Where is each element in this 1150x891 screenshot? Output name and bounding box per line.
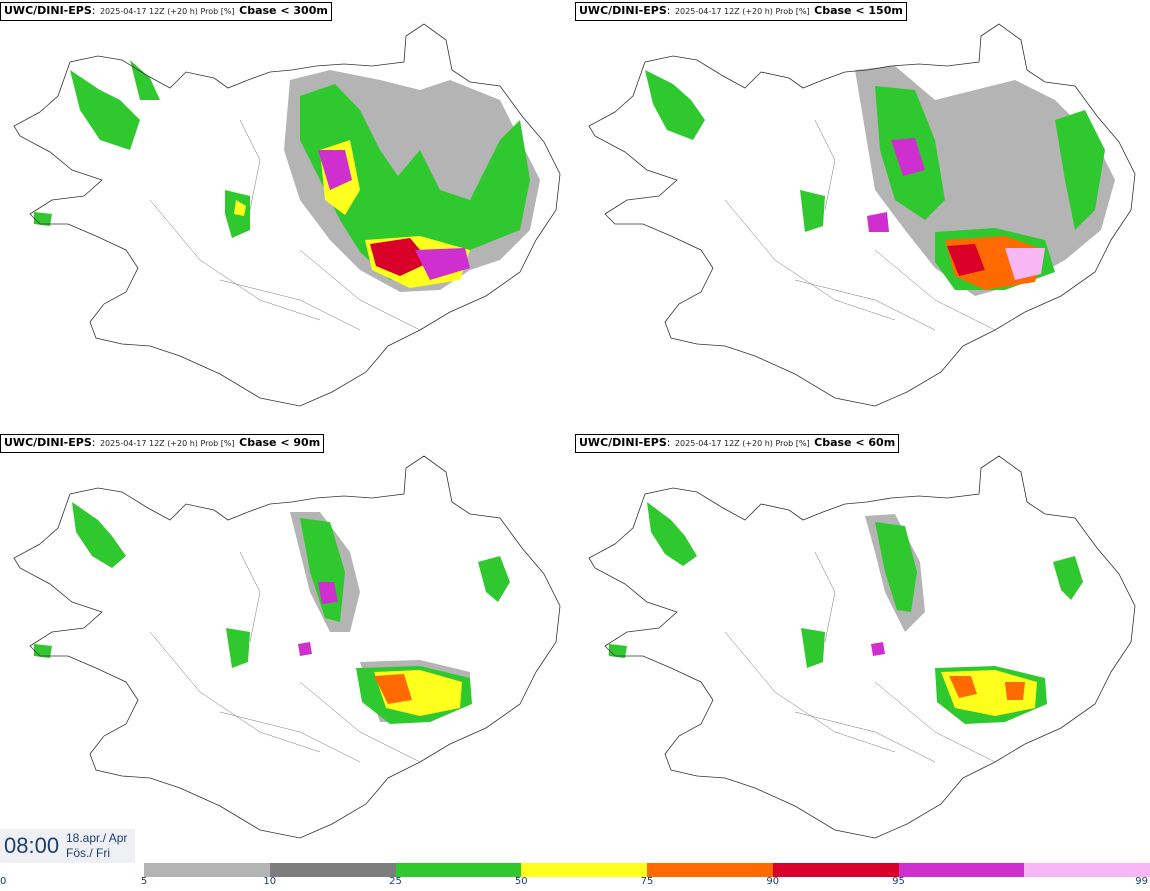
map-panel-300m: UWC/DINI-EPS: 2025-04-17 12Z (+20 h) Pro… [0, 0, 575, 432]
region-boundary [724, 199, 896, 321]
panel-title: UWC/DINI-EPS: 2025-04-17 12Z (+20 h) Pro… [575, 2, 907, 21]
colorbar-segment [647, 863, 773, 877]
probability-area [1005, 248, 1045, 280]
region-boundary [239, 119, 261, 211]
probability-area [370, 238, 430, 276]
region-boundary [219, 279, 361, 331]
iceland-map [588, 455, 1136, 839]
colorbar-segment [395, 863, 522, 877]
region-boundary [149, 631, 321, 753]
colorbar-segment [521, 863, 647, 877]
coastline [13, 23, 561, 407]
colorbar-tick-label: 50 [514, 876, 528, 887]
region-boundary [219, 711, 361, 763]
model-name: UWC/DINI-EPS [579, 4, 667, 17]
map-panel-150m: UWC/DINI-EPS: 2025-04-17 12Z (+20 h) Pro… [575, 0, 1150, 432]
colorbar-segment [269, 863, 396, 877]
run-info: 2025-04-17 12Z (+20 h) Prob [%] [99, 7, 235, 16]
probability-area [949, 676, 1025, 700]
region-boundary [299, 681, 421, 763]
region-boundary [794, 279, 936, 331]
region-boundary [794, 711, 936, 763]
run-info: 2025-04-17 12Z (+20 h) Prob [%] [674, 7, 810, 16]
probability-area [34, 502, 126, 658]
valid-time-box: 08:00 18.apr./ Apr Fös./ Fri [0, 829, 135, 863]
model-name: UWC/DINI-EPS [579, 436, 667, 449]
probability-area [867, 138, 925, 232]
variable-name: Cbase < 300m [239, 4, 328, 17]
variable-name: Cbase < 90m [239, 436, 321, 449]
colorbar-tick-label: 5 [140, 876, 148, 887]
region-boundary [724, 631, 896, 753]
colorbar-segment [772, 863, 899, 877]
probability-area [875, 86, 1105, 290]
probability-area [871, 642, 885, 656]
region-boundary [299, 249, 421, 331]
variable-name: Cbase < 60m [814, 436, 896, 449]
iceland-map [13, 23, 561, 407]
region-boundary [874, 249, 996, 331]
colorbar-ticks: 0 5 10 25 50 75 90 95 99 [0, 876, 1150, 890]
model-name: UWC/DINI-EPS [4, 4, 92, 17]
colorbar-segment [898, 863, 1025, 877]
colorbar-segment [144, 863, 270, 877]
coastline [588, 23, 1136, 407]
probability-area [645, 70, 825, 232]
colorbar-segment [1024, 863, 1150, 877]
panel-title: UWC/DINI-EPS: 2025-04-17 12Z (+20 h) Pro… [0, 434, 325, 453]
coastline [588, 455, 1136, 839]
probability-colorbar [144, 863, 1150, 877]
probability-area [318, 150, 470, 280]
model-name: UWC/DINI-EPS [4, 436, 92, 449]
run-info: 2025-04-17 12Z (+20 h) Prob [%] [99, 439, 235, 448]
region-boundary [874, 681, 996, 763]
coastline [13, 455, 561, 839]
colorbar-tick-label: 75 [640, 876, 654, 887]
probability-area [234, 200, 246, 216]
valid-date: 18.apr./ Apr [66, 831, 128, 845]
probability-area [947, 244, 985, 276]
probability-area [226, 518, 510, 724]
iceland-map [588, 23, 1136, 407]
region-boundary [814, 119, 836, 211]
probability-area [34, 60, 250, 238]
probability-area [374, 674, 412, 704]
map-panel-90m: UWC/DINI-EPS: 2025-04-17 12Z (+20 h) Pro… [0, 432, 575, 864]
colorbar-tick-label: 90 [766, 876, 780, 887]
colorbar-tick-label: 10 [263, 876, 277, 887]
map-panel-60m: UWC/DINI-EPS: 2025-04-17 12Z (+20 h) Pro… [575, 432, 1150, 864]
panel-title: UWC/DINI-EPS: 2025-04-17 12Z (+20 h) Pro… [575, 434, 900, 453]
valid-time-clock: 08:00 [4, 833, 60, 858]
iceland-map [13, 455, 561, 839]
panel-title: UWC/DINI-EPS: 2025-04-17 12Z (+20 h) Pro… [0, 2, 332, 21]
colorbar-tick-label: 25 [389, 876, 402, 887]
colorbar-tick-label: 0 [0, 876, 7, 887]
region-boundary [814, 551, 836, 643]
probability-area [801, 522, 1083, 724]
colorbar-tick-label: 95 [892, 876, 905, 887]
probability-area [298, 582, 338, 656]
region-boundary [149, 199, 321, 321]
variable-name: Cbase < 150m [814, 4, 903, 17]
probability-area [300, 84, 530, 280]
probability-area [609, 502, 697, 658]
region-boundary [239, 551, 261, 643]
run-info: 2025-04-17 12Z (+20 h) Prob [%] [674, 439, 810, 448]
colorbar-tick-label: 99 [1135, 876, 1148, 887]
valid-weekday: Fös./ Fri [66, 846, 110, 860]
